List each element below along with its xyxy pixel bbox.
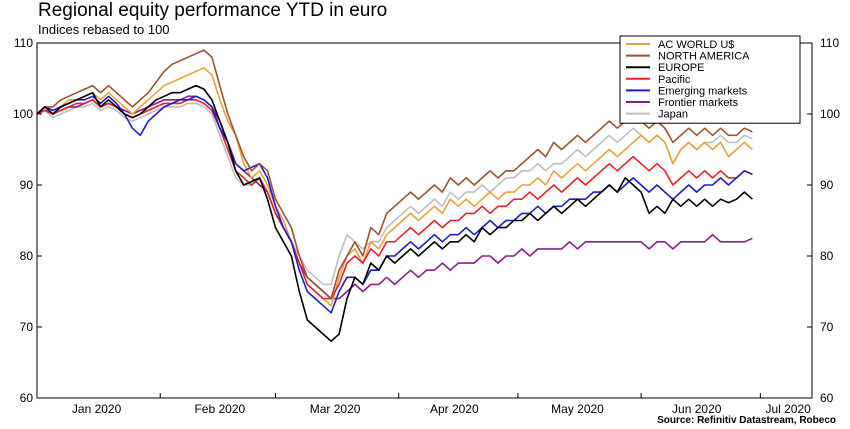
series-lines	[36, 49, 753, 342]
x-axis: Jan 2020 Feb 2020 Mar 2020 Apr 2020 May 2020…	[72, 393, 811, 416]
legend: AC WORLD U$NORTH AMERICAEUROPEPacificEme…	[619, 35, 801, 124]
x-tick-label: May 2020	[551, 402, 604, 416]
y-tick-label-left: 110	[14, 36, 33, 50]
y-tick-label-right: 60	[820, 391, 834, 405]
y-tick-label-left: 70	[20, 320, 34, 334]
y-axis-right: 60 70 80 90 100 110	[807, 36, 840, 405]
x-tick-label: Mar 2020	[310, 402, 361, 416]
y-axis-left: 60 70 80 90 100 110	[13, 36, 42, 405]
series-line-emerging-markets	[36, 95, 753, 314]
legend-label: AC WORLD U$	[658, 39, 734, 51]
plot-frame	[36, 42, 813, 399]
series-line-japan	[36, 102, 753, 286]
legend-label: EUROPE	[658, 62, 704, 74]
y-tick-label-right: 70	[820, 320, 834, 334]
series-line-europe	[36, 84, 753, 342]
legend-label: Japan	[658, 109, 688, 121]
y-tick-label-left: 100	[13, 107, 33, 121]
y-tick-label-right: 110	[820, 36, 839, 50]
y-tick-label-right: 80	[820, 249, 834, 263]
y-tick-label-right: 90	[820, 178, 834, 192]
x-tick-label: Jun 2020	[672, 402, 722, 416]
series-line-pacific	[36, 99, 753, 300]
y-tick-label-left: 80	[20, 249, 34, 263]
legend-label: NORTH AMERICA	[658, 51, 750, 63]
legend-label: Pacific	[658, 74, 691, 86]
y-tick-label-left: 90	[20, 178, 34, 192]
x-tick-label: Jan 2020	[72, 402, 122, 416]
chart-subtitle: Indices rebased to 100	[38, 22, 170, 37]
legend-label: Frontier markets	[658, 97, 739, 109]
x-tick-label: Feb 2020	[194, 402, 245, 416]
y-tick-label-left: 60	[20, 391, 34, 405]
legend-label: Emerging markets	[658, 85, 748, 97]
series-line-ac-world-u-	[36, 67, 753, 307]
series-line-frontier-markets	[36, 95, 753, 300]
source-note: Source: Refinitiv Datastream, Robeco	[657, 415, 836, 426]
x-tick-label: Apr 2020	[430, 402, 479, 416]
chart-title: Regional equity performance YTD in euro	[38, 0, 388, 21]
x-tick-label: Jul 2020	[765, 402, 811, 416]
y-tick-label-right: 100	[820, 107, 840, 121]
